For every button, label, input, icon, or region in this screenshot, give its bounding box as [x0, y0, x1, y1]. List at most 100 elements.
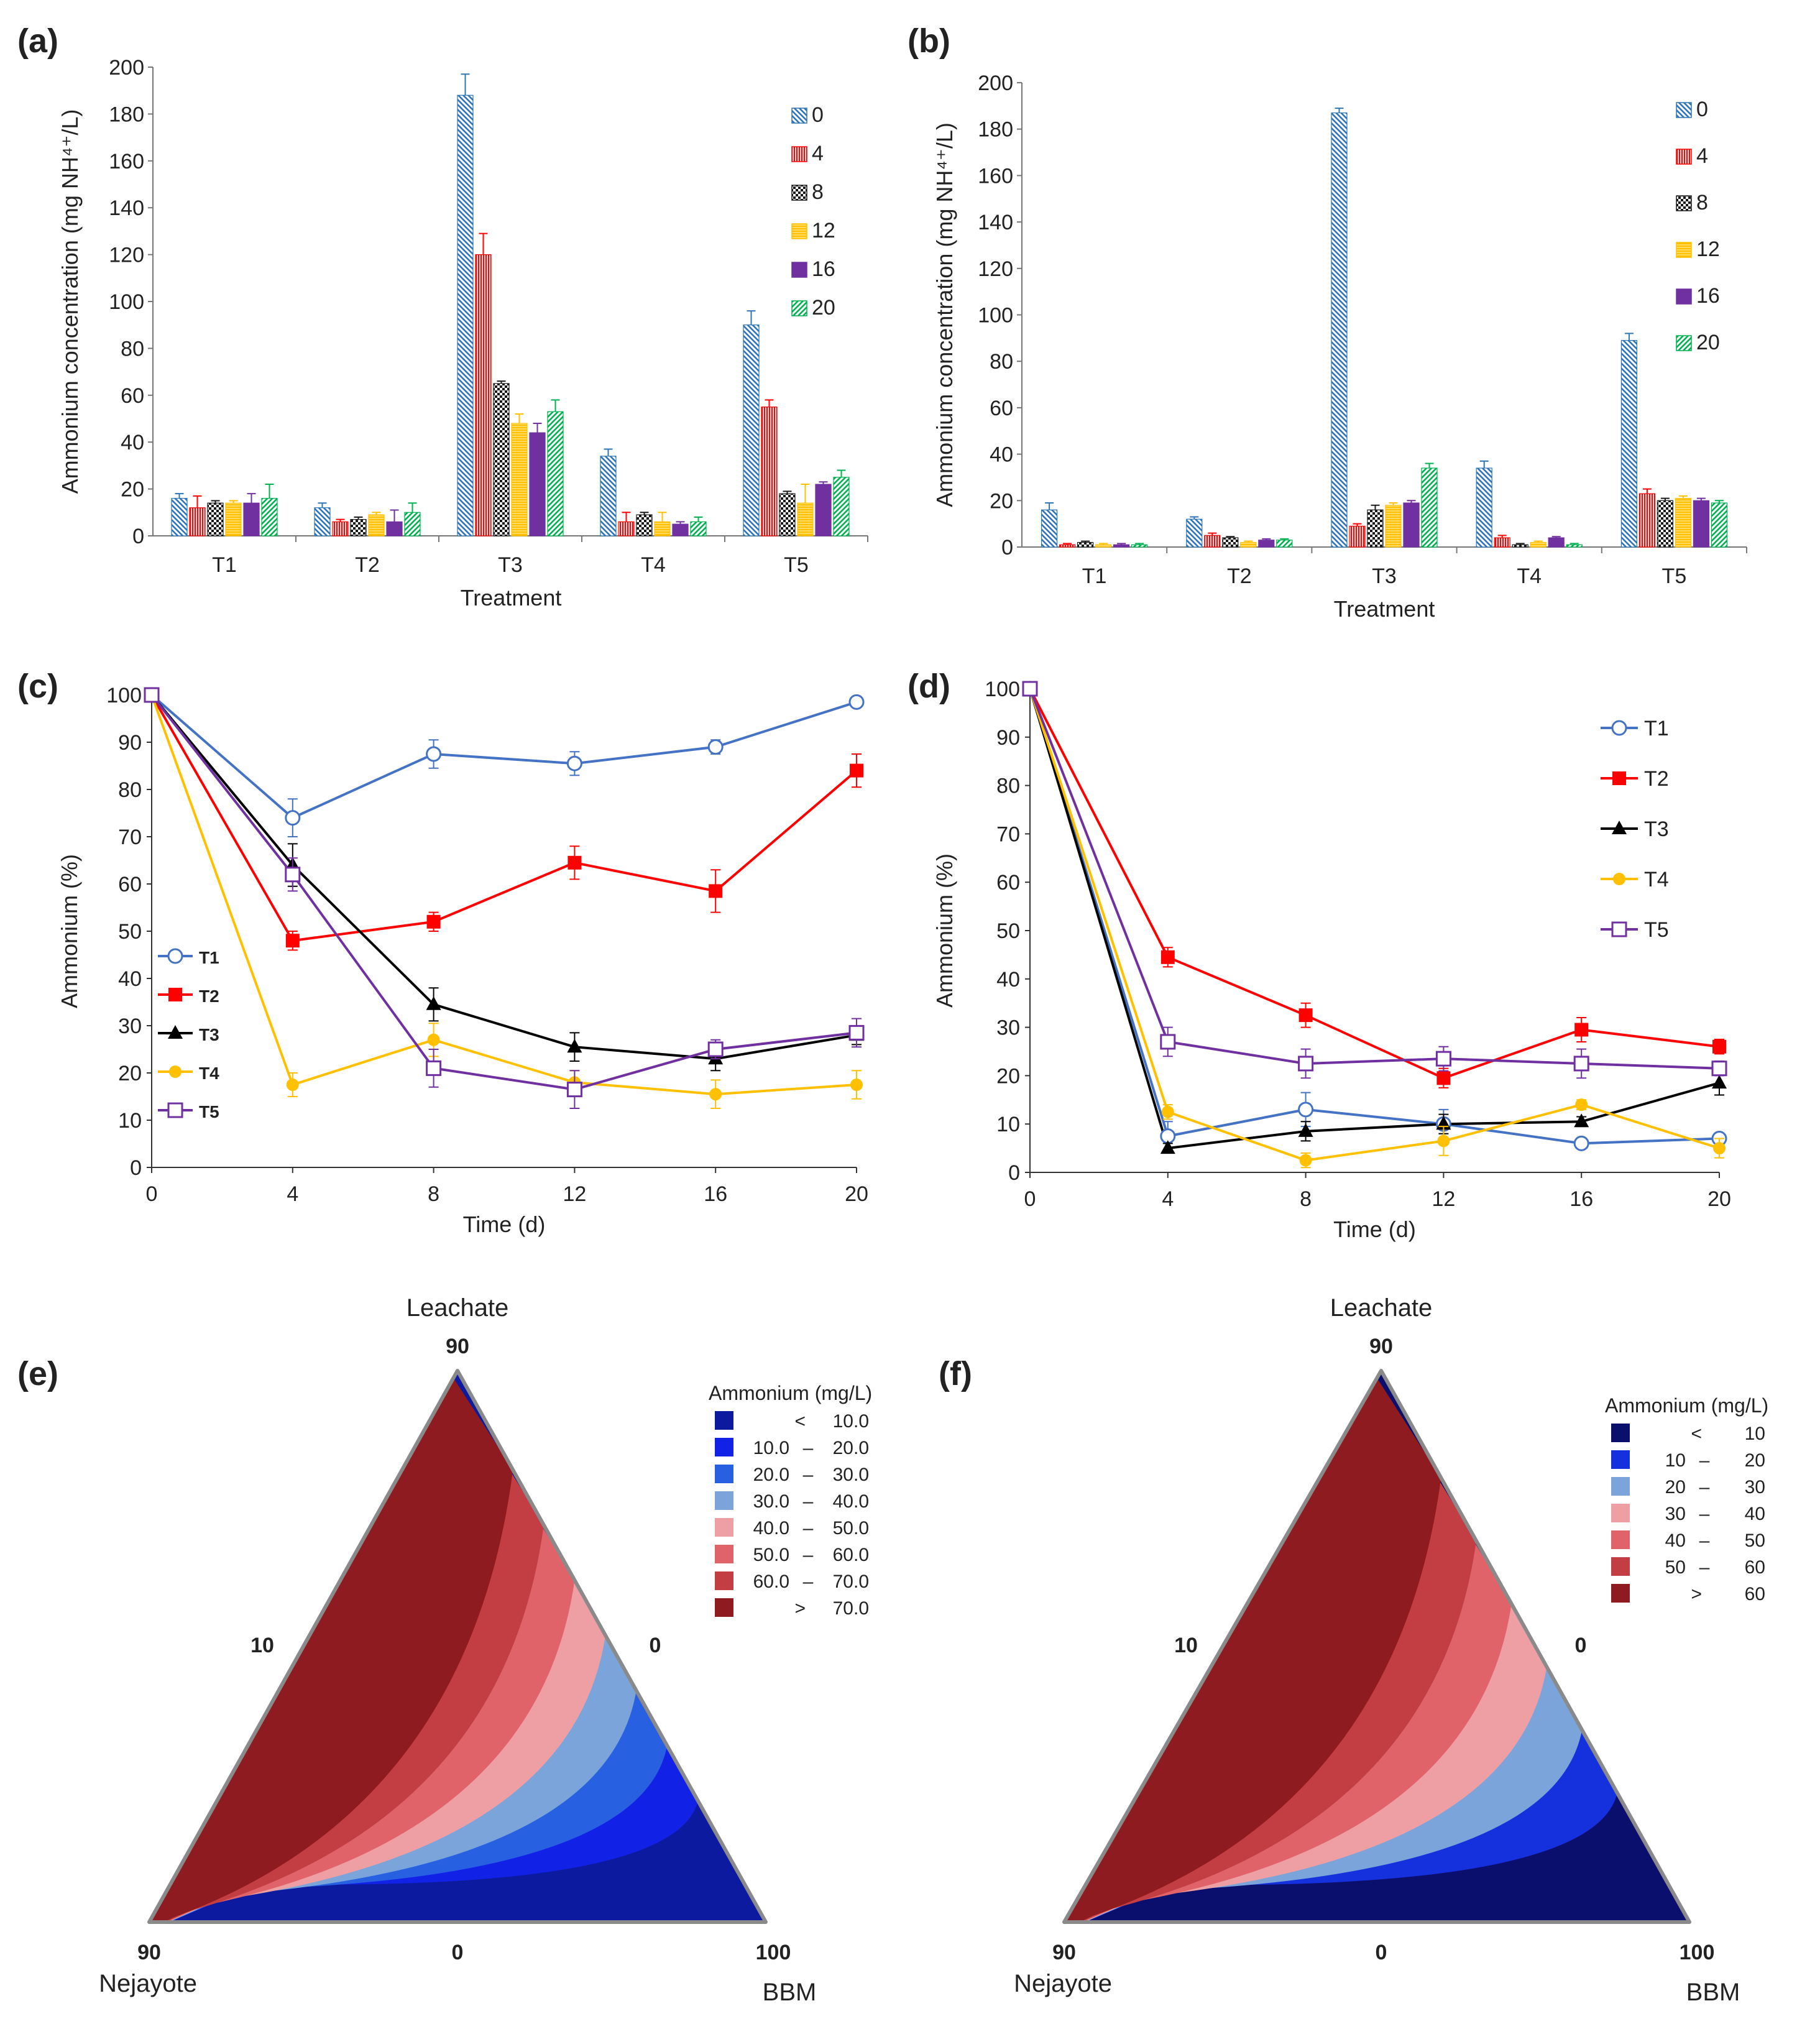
marker-T5 — [1160, 1034, 1176, 1050]
error-bar — [461, 73, 470, 96]
legend-label-T3: T3 — [1644, 817, 1669, 841]
bar-16-T4 — [1548, 537, 1565, 548]
error-bar — [765, 399, 774, 407]
contour-range-dash: – — [1699, 1504, 1710, 1524]
marker-T1 — [707, 739, 724, 755]
contour-range-hi: 30 — [1745, 1477, 1765, 1498]
legend-label-4: 4 — [812, 142, 824, 165]
contour-swatch-4 — [1611, 1530, 1630, 1549]
contour-swatch-4 — [715, 1518, 733, 1537]
contour-range-hi: 10.0 — [833, 1411, 869, 1432]
bar-8-T3 — [493, 383, 510, 536]
series-line-T4 — [1029, 688, 1720, 1162]
tick-label-left-side: 10 — [1174, 1634, 1198, 1657]
error-bar — [1497, 535, 1507, 538]
contour-swatch-1 — [715, 1438, 733, 1456]
error-bar — [390, 509, 399, 522]
legend-label-T5: T5 — [1644, 918, 1669, 942]
marker-T4 — [286, 1079, 299, 1091]
marker-T2 — [426, 914, 441, 929]
y-tick-label: 160 — [978, 164, 1013, 188]
bar-12-T5 — [1675, 497, 1691, 548]
bar-4-T4 — [618, 521, 635, 536]
marker-T4 — [1575, 1098, 1588, 1111]
legend-swatch-8 — [1676, 195, 1692, 211]
bar-16-T4 — [672, 523, 689, 536]
bar-20-T1 — [1131, 544, 1148, 548]
bar-16-T3 — [529, 432, 546, 536]
contour-range-op: > — [794, 1598, 806, 1619]
contour-swatch-0 — [715, 1411, 733, 1430]
vertex-label-left: Nejayote — [99, 1970, 197, 1997]
bar-0-T4 — [1476, 467, 1492, 548]
marker-T5 — [426, 1060, 442, 1076]
y-tick-label: 100 — [978, 304, 1013, 328]
y-tick-label: 70 — [118, 826, 142, 849]
panel-label: (b) — [908, 22, 950, 60]
y-tick-label: 120 — [978, 257, 1013, 281]
bar-4-T5 — [761, 407, 778, 536]
contour-range-hi: 20.0 — [833, 1438, 869, 1458]
contour-swatch-2 — [715, 1465, 733, 1483]
bar-0-T4 — [600, 456, 617, 536]
series-line-T3 — [1029, 688, 1720, 1150]
marker-T2 — [709, 884, 723, 898]
bar-4-T3 — [475, 254, 492, 536]
contour-range-hi: 50 — [1745, 1530, 1765, 1551]
panel-d-line-chart: (d) 0 10 20 30 40 50 60 70 80 90 100 0 4 8 12 16 20 Time (… — [908, 668, 1731, 1242]
x-tick-label: T4 — [641, 553, 666, 577]
y-tick-label: 50 — [118, 920, 142, 944]
y-tick-label: 20 — [121, 478, 144, 502]
y-tick-label: 200 — [978, 71, 1013, 95]
contour-range-lo: 60.0 — [753, 1571, 789, 1592]
x-axis-title: Time (d) — [1333, 1217, 1416, 1242]
marker-T3 — [1298, 1123, 1313, 1137]
panel-label: (a) — [17, 22, 58, 60]
error-bar — [354, 516, 363, 520]
y-tick-label: 40 — [118, 967, 142, 991]
y-tick-label: 60 — [118, 873, 142, 896]
y-tick-label: 140 — [109, 196, 144, 220]
contour-range-dash: – — [1699, 1477, 1710, 1498]
contour-range-lo: 40.0 — [753, 1518, 789, 1539]
legend-label-12: 12 — [812, 219, 835, 242]
marker-T4 — [850, 1079, 863, 1091]
bar-20-T3 — [547, 411, 564, 536]
vertex-label-left: Nejayote — [1014, 1970, 1112, 1997]
bar-12-T5 — [797, 502, 814, 536]
error-bar — [318, 502, 327, 508]
x-tick-label: T5 — [784, 553, 809, 577]
x-tick-label: 12 — [1432, 1187, 1455, 1211]
marker-T3 — [1712, 1075, 1727, 1089]
marker-T5 — [1022, 681, 1038, 697]
error-bar — [1280, 538, 1289, 540]
legend-swatch-12 — [1676, 242, 1692, 258]
error-bar — [1226, 536, 1235, 538]
y-tick-label: 0 — [1008, 1161, 1020, 1185]
error-bar — [1117, 543, 1126, 545]
marker-T3 — [168, 1025, 183, 1039]
bar-4-T4 — [1494, 537, 1510, 548]
y-axis-title: Ammonium (%) — [57, 854, 82, 1008]
error-bar — [694, 516, 703, 522]
y-tick-label: 40 — [990, 443, 1013, 467]
marker-T2 — [1436, 1071, 1451, 1085]
x-tick-label: 12 — [563, 1182, 586, 1206]
y-tick-label: 0 — [1001, 536, 1013, 559]
marker-T4 — [709, 1088, 722, 1101]
legend-swatch-20 — [1676, 335, 1692, 351]
bar-8-T1 — [1077, 541, 1094, 548]
marker-T5 — [566, 1082, 582, 1098]
marker-T2 — [568, 855, 582, 870]
legend-swatch-4 — [1676, 149, 1692, 165]
marker-T2 — [1298, 1008, 1313, 1023]
marker-T5 — [1298, 1056, 1314, 1072]
marker-T2 — [1574, 1023, 1589, 1037]
bar-12-T3 — [1385, 505, 1402, 548]
bar-20-T5 — [1711, 502, 1727, 548]
marker-T4 — [1613, 873, 1625, 885]
contour-range-hi: 60 — [1745, 1557, 1765, 1578]
x-tick-label: T2 — [355, 553, 380, 577]
y-tick-label: 120 — [109, 244, 144, 267]
contour-range-op: < — [794, 1411, 806, 1432]
